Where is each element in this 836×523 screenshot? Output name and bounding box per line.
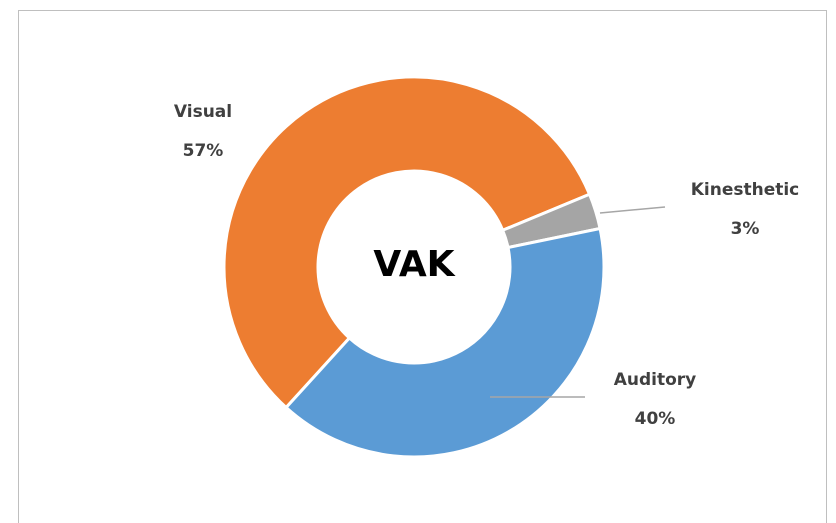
slice-label-value: 3% — [731, 219, 760, 239]
slice-label-name: Kinesthetic — [691, 180, 800, 200]
slice-label-value: 40% — [635, 409, 676, 429]
donut-slice — [284, 226, 606, 459]
slice-label-value: 57% — [183, 141, 224, 161]
slice-label-name: Auditory — [614, 370, 697, 390]
center-title: VAK — [373, 244, 455, 285]
slice-label-name: Visual — [174, 102, 232, 122]
donut-slice — [222, 75, 592, 410]
leader-line — [599, 206, 666, 214]
